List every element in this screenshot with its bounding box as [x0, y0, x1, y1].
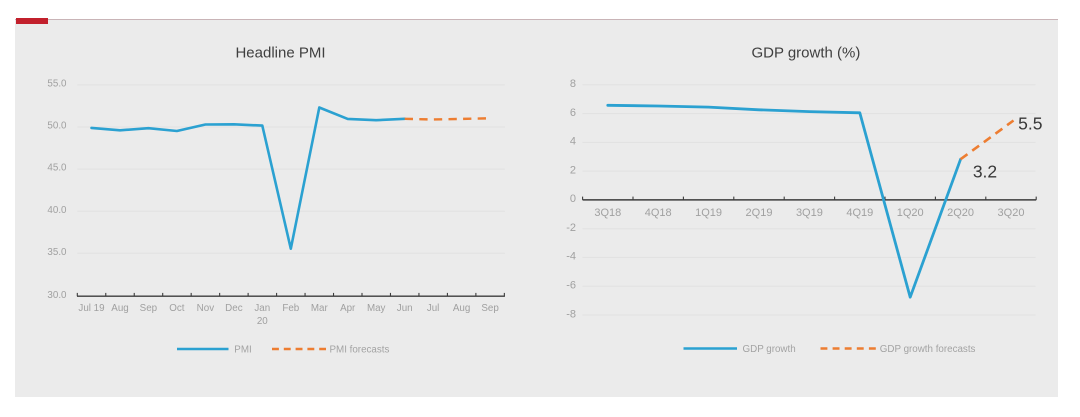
- svg-text:Jul: Jul: [427, 303, 440, 314]
- svg-text:2: 2: [570, 164, 576, 176]
- svg-text:Feb: Feb: [282, 303, 299, 314]
- svg-text:40.0: 40.0: [47, 205, 67, 216]
- svg-text:May: May: [367, 303, 386, 314]
- svg-text:3Q20: 3Q20: [998, 207, 1025, 219]
- svg-text:Sep: Sep: [481, 303, 499, 314]
- svg-text:Headline PMI: Headline PMI: [235, 45, 325, 62]
- svg-text:6: 6: [570, 107, 576, 119]
- svg-text:PMI forecasts: PMI forecasts: [330, 344, 390, 355]
- svg-text:2Q20: 2Q20: [947, 207, 974, 219]
- svg-text:3Q19: 3Q19: [796, 207, 823, 219]
- svg-text:Jan: Jan: [254, 303, 270, 314]
- svg-text:20: 20: [257, 316, 268, 327]
- svg-text:4Q18: 4Q18: [645, 207, 672, 219]
- svg-text:Sep: Sep: [140, 303, 158, 314]
- svg-text:2Q19: 2Q19: [746, 207, 773, 219]
- svg-text:GDP growth forecasts: GDP growth forecasts: [880, 344, 976, 355]
- svg-text:1Q19: 1Q19: [695, 207, 722, 219]
- svg-text:1Q20: 1Q20: [897, 207, 924, 219]
- svg-text:Aug: Aug: [453, 303, 470, 314]
- svg-text:5.5: 5.5: [1018, 113, 1042, 133]
- svg-text:Apr: Apr: [340, 303, 356, 314]
- svg-text:Oct: Oct: [169, 303, 185, 314]
- svg-text:-2: -2: [566, 222, 576, 234]
- svg-text:Mar: Mar: [311, 303, 329, 314]
- svg-text:-4: -4: [566, 251, 576, 263]
- svg-text:GDP growth: GDP growth: [743, 344, 796, 355]
- svg-text:Jul 19: Jul 19: [78, 303, 104, 314]
- svg-text:35.0: 35.0: [47, 247, 67, 258]
- svg-text:30.0: 30.0: [47, 290, 67, 301]
- svg-text:4Q19: 4Q19: [846, 207, 873, 219]
- svg-text:50.0: 50.0: [47, 121, 67, 132]
- svg-text:8: 8: [570, 78, 576, 90]
- svg-text:-8: -8: [566, 308, 576, 320]
- svg-text:Nov: Nov: [197, 303, 215, 314]
- svg-text:4: 4: [570, 136, 576, 148]
- svg-text:GDP growth (%): GDP growth (%): [751, 45, 860, 62]
- svg-text:PMI: PMI: [234, 344, 251, 355]
- svg-text:45.0: 45.0: [47, 163, 67, 174]
- svg-text:0: 0: [570, 193, 576, 205]
- svg-text:55.0: 55.0: [47, 79, 67, 90]
- svg-text:Aug: Aug: [111, 303, 128, 314]
- svg-text:3Q18: 3Q18: [594, 207, 621, 219]
- svg-text:Jun: Jun: [397, 303, 413, 314]
- svg-text:-6: -6: [566, 280, 576, 292]
- svg-text:Dec: Dec: [225, 303, 243, 314]
- svg-text:3.2: 3.2: [973, 161, 997, 181]
